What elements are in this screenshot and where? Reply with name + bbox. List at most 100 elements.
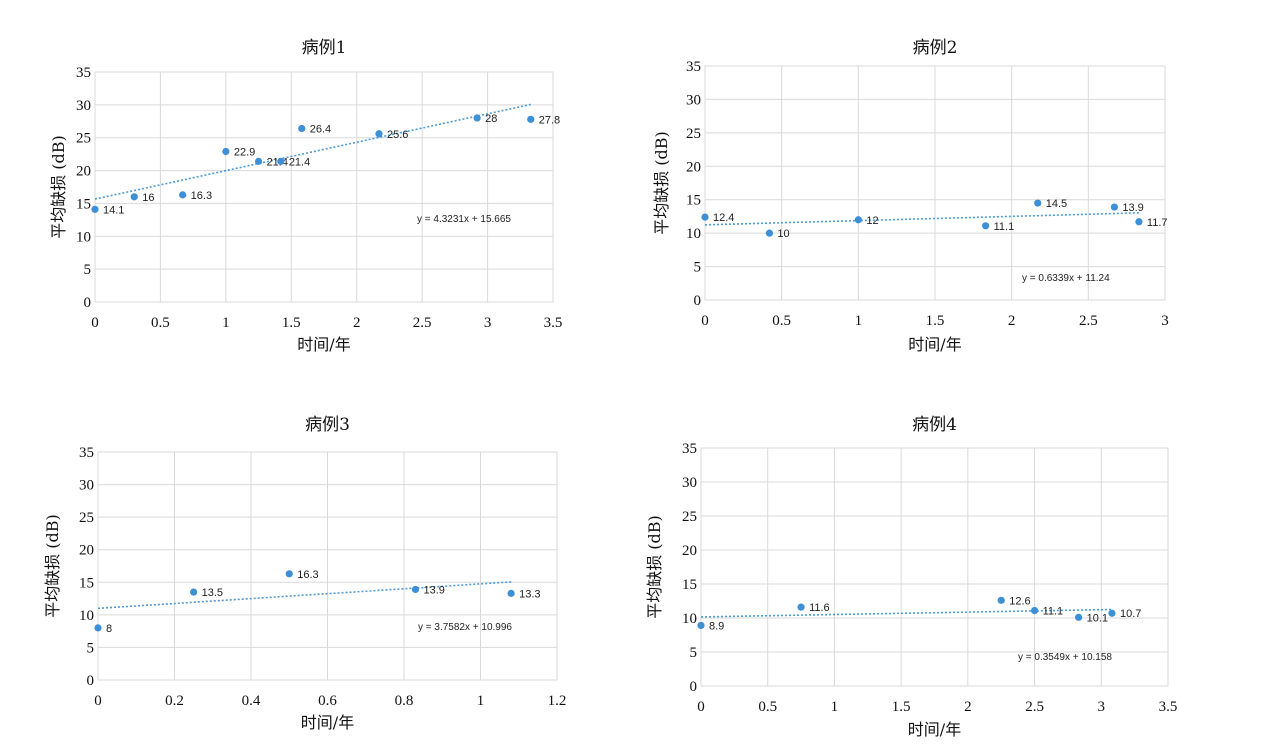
y-axis-label: 平均缺损 (dB) — [645, 515, 664, 619]
chart-title: 病例1 — [302, 38, 347, 58]
x-tick-label: 0.5 — [758, 699, 777, 715]
y-tick-label: 20 — [76, 164, 91, 180]
data-point — [765, 229, 774, 237]
data-label: 21.4 — [289, 156, 310, 168]
x-tick-label: 3.5 — [1159, 699, 1178, 715]
x-tick-label: 0.2 — [165, 693, 184, 709]
data-label: 12.4 — [713, 212, 734, 224]
y-tick-label: 25 — [79, 510, 94, 526]
x-tick-label: 2.5 — [1025, 699, 1044, 715]
data-label: 28 — [485, 113, 497, 125]
y-tick-label: 15 — [686, 193, 701, 209]
data-point — [997, 596, 1005, 604]
y-tick-label: 30 — [682, 475, 697, 491]
data-label: 14.5 — [1046, 198, 1067, 210]
data-label: 10.7 — [1120, 608, 1141, 620]
plot-area — [700, 447, 1169, 687]
x-tick-label: 1 — [222, 315, 230, 331]
y-tick-label: 5 — [690, 645, 698, 661]
x-tick-label: 2 — [1008, 313, 1016, 329]
data-point — [190, 588, 198, 596]
y-tick-label: 10 — [79, 608, 94, 624]
x-tick-label: 0 — [701, 313, 709, 329]
data-point — [797, 603, 805, 611]
data-label: 12.6 — [1009, 595, 1030, 607]
y-tick-label: 35 — [79, 445, 94, 461]
data-point — [298, 124, 306, 133]
chart-title: 病例3 — [305, 415, 350, 435]
plot-area — [704, 65, 1166, 301]
chart-title: 病例4 — [912, 415, 957, 435]
data-point — [222, 147, 230, 156]
chart-panel-4: 0 0.5 1 1.5 2 2.5 3 3.5 0 5 10 15 20 25 30 35 病例4 时间/年 平均缺… — [645, 415, 1177, 739]
y-tick-label: 20 — [682, 543, 697, 559]
y-axis-label: 平均缺损 (dB) — [652, 131, 671, 235]
y-tick-label: 5 — [87, 640, 95, 656]
y-tick-label: 0 — [87, 673, 95, 689]
data-point — [94, 624, 102, 632]
data-point — [254, 157, 263, 165]
x-tick-label: 0.5 — [151, 315, 170, 331]
x-axis-label: 时间/年 — [908, 335, 961, 354]
data-label: 8 — [106, 623, 112, 635]
data-point — [1030, 606, 1039, 615]
data-point — [697, 621, 705, 630]
trendline — [700, 608, 1112, 618]
data-point — [982, 222, 990, 230]
y-tick-label: 35 — [76, 65, 91, 81]
x-tick-label: 1.2 — [548, 693, 567, 709]
y-tick-label: 0 — [694, 293, 702, 309]
data-point — [473, 114, 481, 122]
x-axis-label: 时间/年 — [908, 720, 961, 739]
data-label: 13.9 — [1122, 202, 1143, 214]
x-tick-label: 0.6 — [318, 693, 337, 709]
x-tick-label: 0 — [91, 315, 99, 331]
x-tick-label: 3 — [1161, 313, 1169, 329]
data-label: 10 — [777, 228, 789, 240]
y-tick-label: 15 — [682, 577, 697, 593]
x-tick-label: 2 — [964, 699, 972, 715]
trendline — [704, 212, 1139, 226]
y-tick-label: 5 — [694, 260, 702, 276]
y-tick-label: 15 — [79, 575, 94, 591]
x-tick-label: 0.8 — [395, 693, 414, 709]
x-tick-label: 1.5 — [926, 313, 945, 329]
plot-area — [94, 71, 554, 303]
y-tick-label: 30 — [79, 478, 94, 494]
data-point — [130, 193, 138, 201]
data-label: 13.9 — [423, 584, 444, 596]
x-tick-label: 1.5 — [892, 699, 911, 715]
data-label: 11.6 — [809, 602, 830, 614]
data-point — [507, 589, 515, 597]
x-tick-label: 0.4 — [242, 693, 261, 709]
data-point — [854, 216, 862, 224]
data-point — [285, 570, 293, 578]
plot-area — [97, 451, 558, 681]
y-tick-label: 30 — [686, 92, 701, 108]
y-tick-label: 25 — [76, 131, 91, 147]
trendline-equation: y = 4.3231x + 15.665 — [417, 214, 511, 225]
y-tick-label: 25 — [686, 126, 701, 142]
data-label: 22.9 — [234, 147, 255, 159]
data-point — [277, 157, 285, 165]
y-tick-label: 20 — [686, 159, 701, 175]
data-label: 16 — [142, 192, 154, 204]
y-tick-label: 35 — [682, 441, 697, 457]
x-tick-label: 2.5 — [1079, 313, 1098, 329]
data-label: 25.6 — [387, 129, 408, 141]
y-tick-label: 10 — [76, 229, 91, 245]
data-label: 11.1 — [994, 221, 1015, 233]
data-label: 13.3 — [519, 588, 540, 600]
x-tick-label: 3 — [1098, 699, 1106, 715]
y-tick-label: 35 — [686, 59, 701, 75]
data-point — [527, 115, 535, 123]
x-tick-label: 3 — [484, 315, 492, 331]
x-axis-label: 时间/年 — [297, 335, 350, 354]
data-label: 10.1 — [1087, 612, 1108, 624]
data-label: 11.7 — [1147, 217, 1168, 229]
x-tick-label: 2 — [353, 315, 361, 331]
data-label: 12 — [866, 215, 878, 227]
data-label: 26.4 — [310, 124, 331, 136]
trendline-equation: y = 3.7582x + 10.996 — [418, 622, 512, 633]
